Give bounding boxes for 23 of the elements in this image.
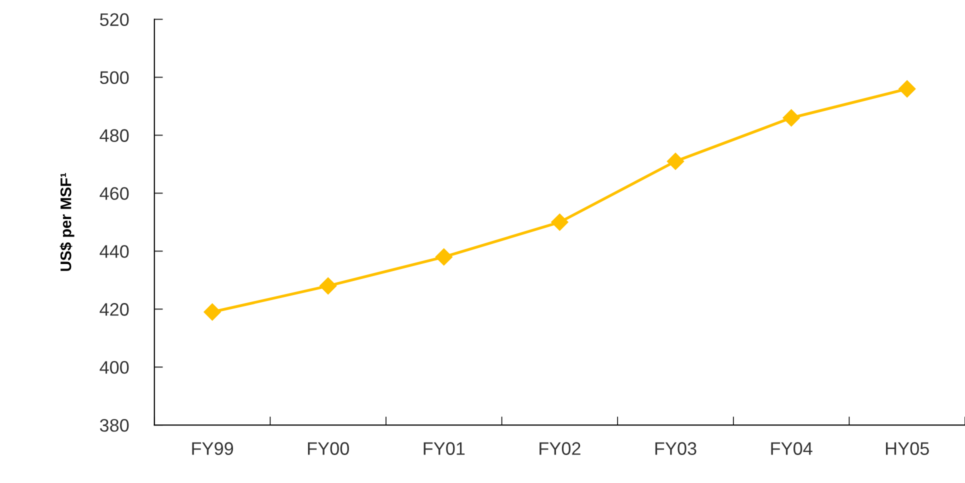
x-tick-label: FY00 <box>308 442 349 455</box>
y-tick-label: 400 <box>100 361 129 374</box>
y-tick-label: 380 <box>100 418 129 432</box>
point <box>435 248 452 266</box>
x-tick-label: FY03 <box>655 442 696 455</box>
point <box>551 214 568 231</box>
x-tick-label: HY05 <box>886 442 929 455</box>
point <box>204 303 221 321</box>
x-tick-label: FY99 <box>192 442 234 455</box>
point <box>782 109 800 126</box>
x-tick-label: FY01 <box>424 442 465 455</box>
y-axis-title: US$ per MSF¹ <box>60 172 74 271</box>
y-tick-label: 500 <box>100 71 129 84</box>
point <box>898 80 916 98</box>
y-tick-label: 420 <box>100 303 129 316</box>
point <box>666 152 684 170</box>
y-tick-label: 460 <box>100 187 129 200</box>
y-tick-label: 480 <box>100 129 129 142</box>
x-tick-label: FY02 <box>540 442 580 455</box>
y-tick-label: 520 <box>100 13 129 26</box>
x-tick-label: FY04 <box>771 442 812 455</box>
point <box>320 277 337 294</box>
y-tick-label: 440 <box>100 245 129 258</box>
